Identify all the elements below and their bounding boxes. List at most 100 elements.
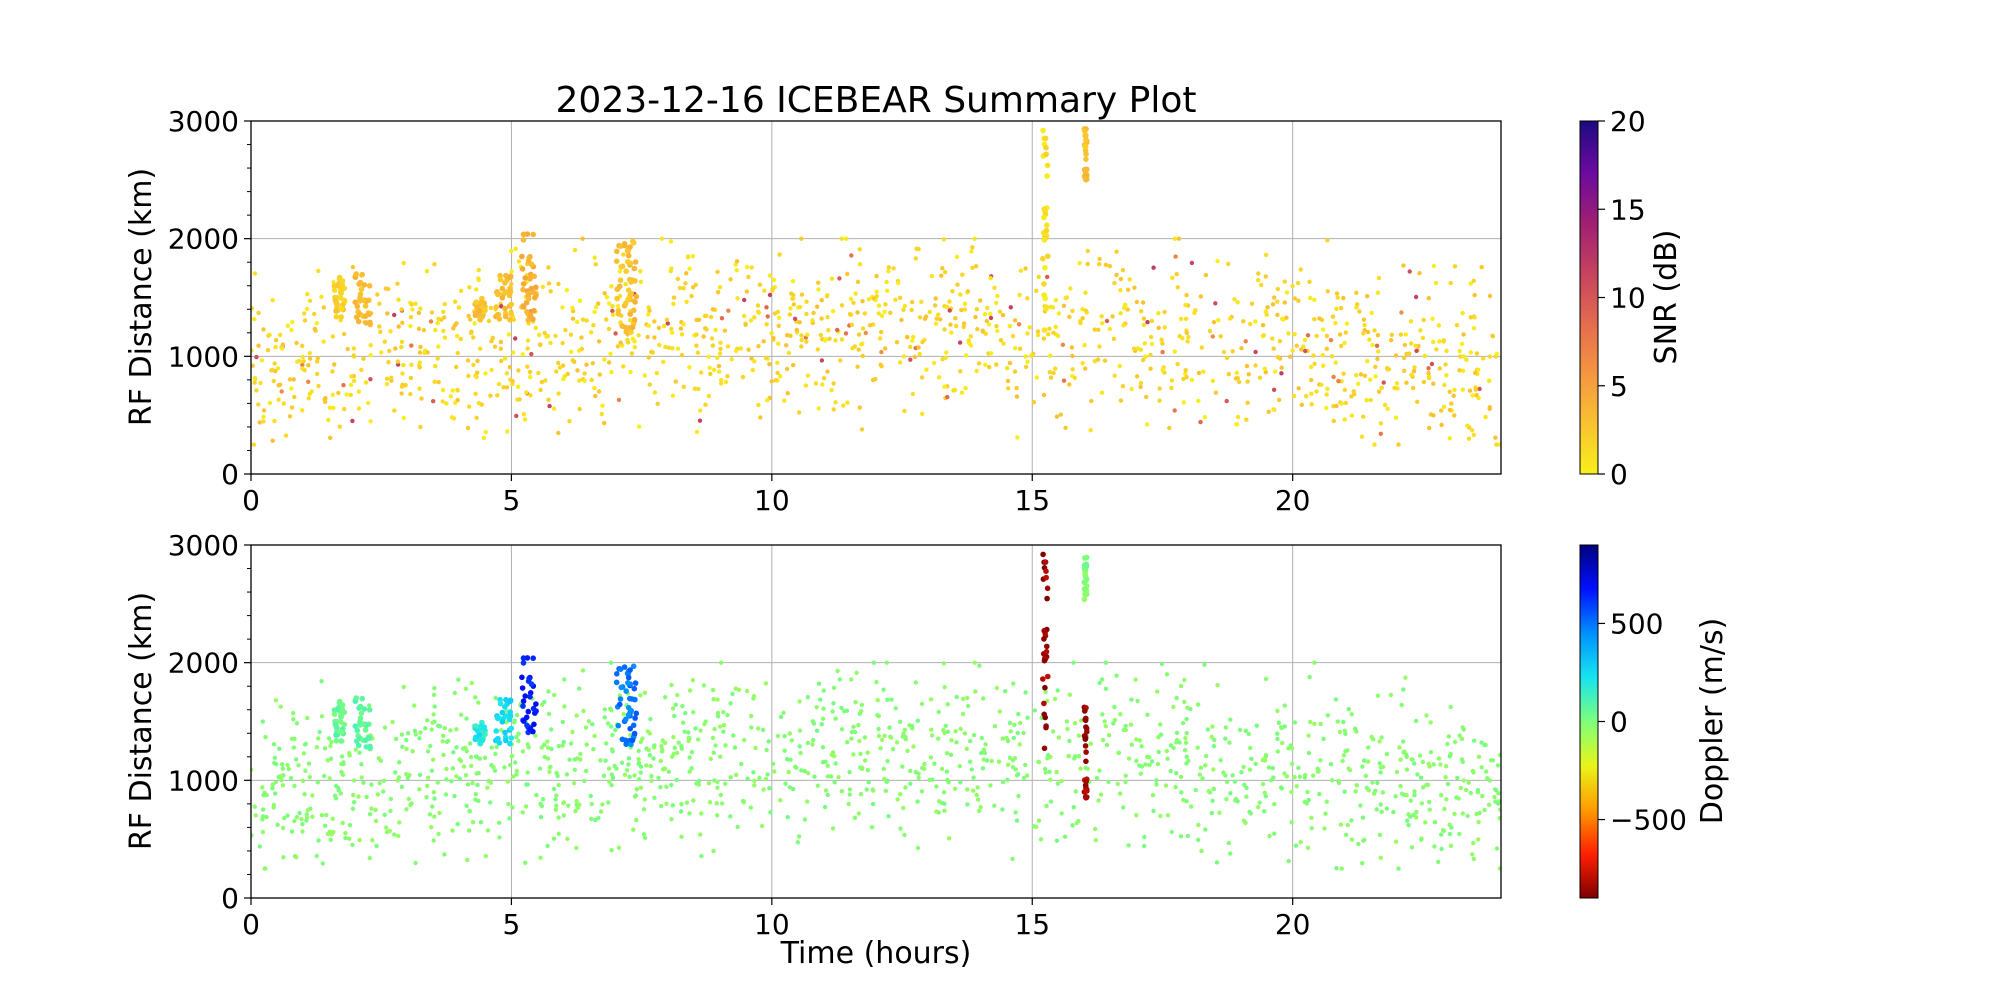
data-point <box>873 377 878 382</box>
data-point <box>1487 406 1492 411</box>
data-point <box>300 829 305 834</box>
data-point <box>851 300 856 305</box>
data-point <box>790 279 796 284</box>
feature-point <box>473 299 480 305</box>
data-point <box>1183 736 1188 741</box>
data-point <box>549 727 554 732</box>
data-point <box>701 334 706 339</box>
data-point <box>1094 775 1100 781</box>
data-point <box>698 832 703 837</box>
data-point <box>658 758 663 764</box>
data-point <box>936 709 941 715</box>
data-point <box>485 828 491 833</box>
data-point <box>617 269 622 274</box>
data-point <box>1393 839 1399 844</box>
data-point <box>671 734 676 740</box>
data-point <box>1232 297 1237 302</box>
data-point <box>1254 723 1260 728</box>
data-point <box>600 403 605 408</box>
data-point <box>961 321 967 326</box>
feature-point <box>331 287 338 294</box>
data-point <box>823 788 829 793</box>
data-point <box>947 308 952 313</box>
feature-point <box>338 314 345 320</box>
data-point <box>410 307 415 312</box>
data-point <box>1309 826 1314 831</box>
data-point <box>1180 336 1185 341</box>
data-point <box>277 746 282 751</box>
data-point <box>366 400 371 406</box>
data-point <box>577 406 582 412</box>
data-point <box>766 739 771 744</box>
data-point <box>1426 370 1431 376</box>
data-point <box>767 273 773 278</box>
data-point <box>627 318 633 323</box>
data-point <box>297 810 302 816</box>
data-point <box>568 332 574 337</box>
data-point <box>279 389 284 394</box>
data-point <box>684 271 689 276</box>
data-point <box>1061 303 1067 308</box>
data-point <box>1005 777 1010 782</box>
data-point <box>634 787 640 792</box>
data-point <box>399 339 405 345</box>
data-point <box>1487 354 1493 359</box>
data-point <box>545 756 551 761</box>
data-point <box>787 731 792 736</box>
data-point <box>455 333 460 339</box>
data-point <box>703 719 708 724</box>
data-point <box>565 836 570 841</box>
data-point <box>1365 359 1370 364</box>
data-point <box>314 853 319 859</box>
data-point <box>359 367 364 373</box>
data-point <box>472 321 477 326</box>
data-point <box>829 774 834 779</box>
data-point <box>890 746 896 752</box>
feature-point <box>333 732 339 738</box>
data-point <box>699 811 704 816</box>
data-point <box>1248 321 1253 327</box>
data-point <box>1466 436 1472 441</box>
data-point <box>1214 860 1220 865</box>
data-point <box>983 742 988 747</box>
data-point <box>765 772 770 777</box>
data-point <box>1293 843 1299 848</box>
data-point <box>752 783 757 788</box>
data-point <box>1035 329 1041 334</box>
data-point <box>772 769 777 774</box>
data-point <box>851 724 856 729</box>
data-point <box>642 690 648 695</box>
data-point <box>897 360 903 365</box>
data-point <box>1445 741 1450 747</box>
data-point <box>1027 325 1032 330</box>
data-point <box>979 735 984 741</box>
feature-point <box>631 316 638 323</box>
data-point <box>1342 387 1348 393</box>
data-point <box>1023 364 1029 370</box>
data-point <box>1151 808 1156 814</box>
data-point <box>572 767 577 772</box>
data-point <box>1083 366 1088 371</box>
data-point <box>1304 394 1309 399</box>
data-point <box>1016 711 1021 717</box>
data-point <box>846 801 851 807</box>
data-point <box>1362 322 1367 328</box>
data-point <box>803 383 809 388</box>
data-point <box>1134 758 1139 764</box>
data-point <box>461 764 467 769</box>
data-point <box>351 346 356 351</box>
data-point <box>687 769 692 774</box>
data-point <box>986 322 992 327</box>
data-point <box>342 406 347 412</box>
data-point <box>1079 718 1084 723</box>
data-point <box>728 701 733 706</box>
data-point <box>319 714 325 719</box>
data-point <box>294 855 299 860</box>
feature-point <box>1041 281 1047 287</box>
data-point <box>580 236 585 241</box>
data-point <box>1340 758 1345 764</box>
data-point <box>849 736 854 741</box>
feature-point <box>530 231 536 238</box>
data-point <box>939 800 945 806</box>
